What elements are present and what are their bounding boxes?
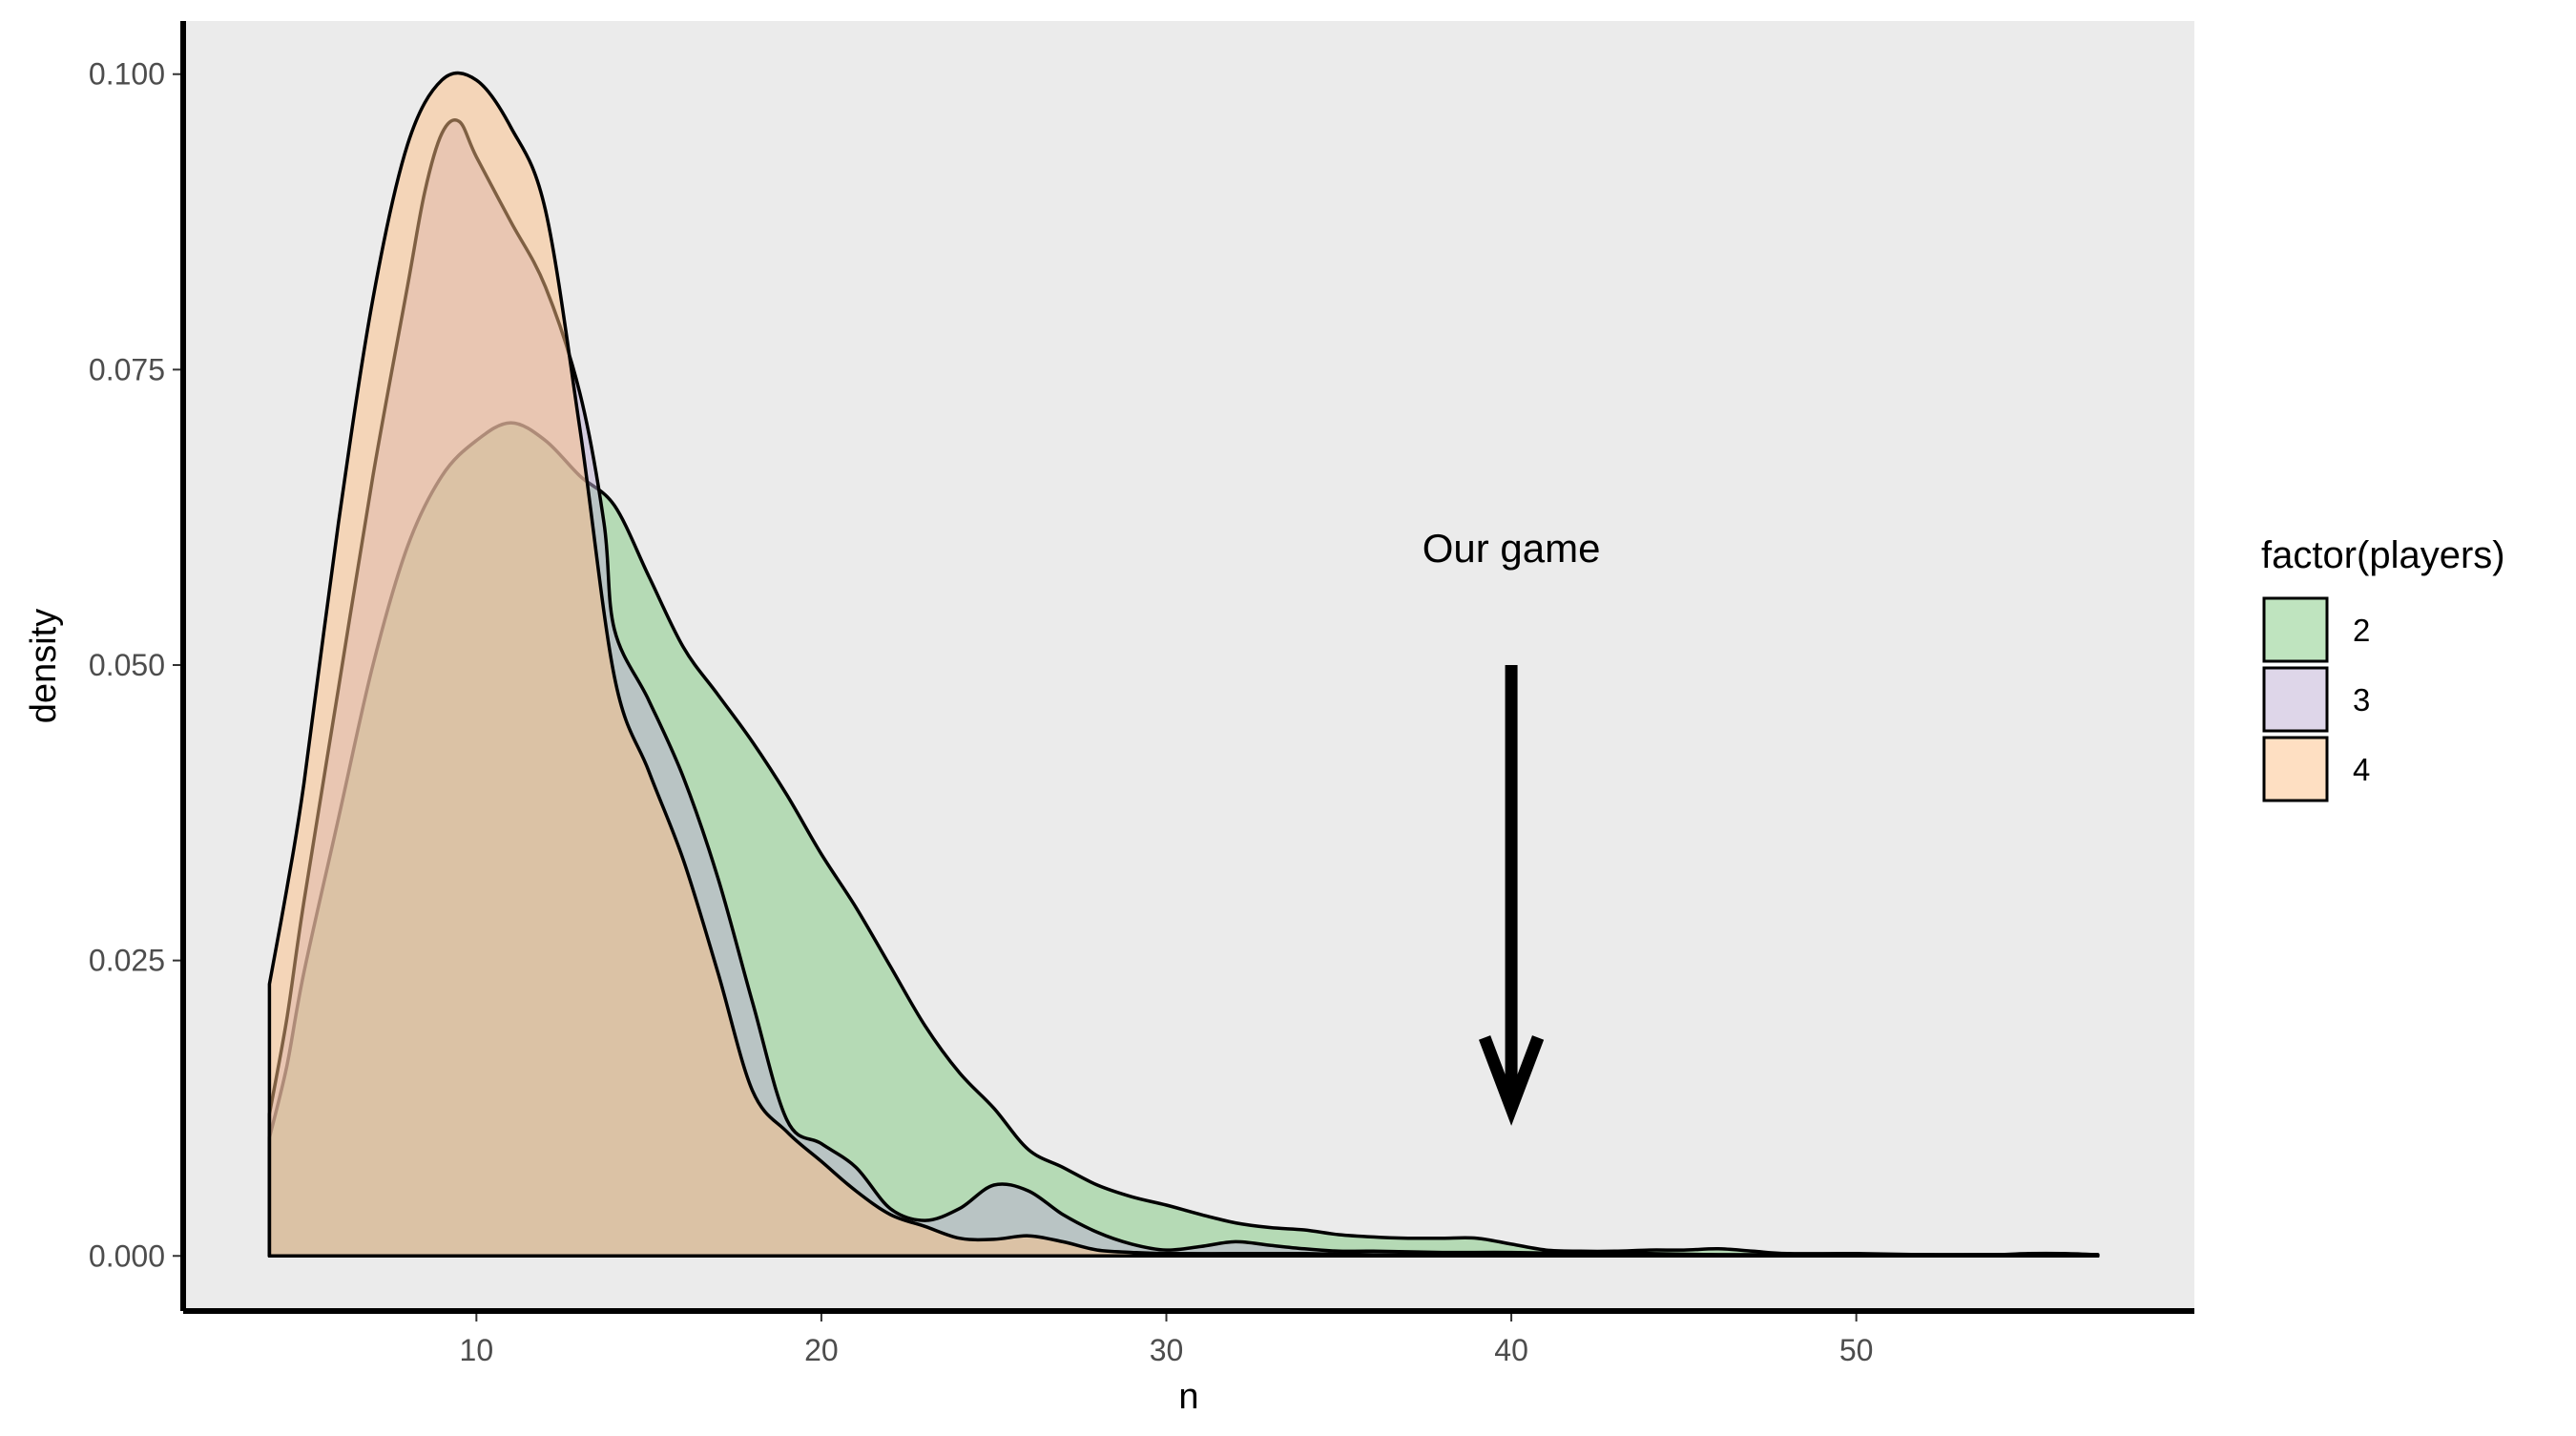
x-tick-label: 50 bbox=[1839, 1333, 1874, 1367]
x-axis-title: n bbox=[1178, 1377, 1198, 1417]
y-tick-label: 0.050 bbox=[89, 648, 165, 682]
annotation-text: Our game bbox=[1423, 526, 1601, 571]
legend-label-2: 2 bbox=[2353, 613, 2370, 648]
legend-label-4: 4 bbox=[2353, 752, 2370, 787]
y-axis-ticks: 0.000 0.025 0.050 0.075 0.100 bbox=[89, 57, 180, 1273]
legend-title: factor(players) bbox=[2261, 534, 2505, 576]
x-tick-label: 20 bbox=[804, 1333, 839, 1367]
y-tick-label: 0.100 bbox=[89, 57, 165, 92]
annotation: Our game bbox=[1423, 526, 1601, 1126]
x-axis-ticks: 10 20 30 40 50 bbox=[460, 1314, 1874, 1367]
annotation-arrow-head bbox=[1478, 1035, 1545, 1126]
density-series-layer bbox=[267, 71, 2100, 1259]
x-tick-label: 40 bbox=[1494, 1333, 1528, 1367]
density-area-4 bbox=[267, 71, 2100, 1259]
legend-entries: 2 3 4 bbox=[2262, 596, 2370, 802]
legend-key-2 bbox=[2262, 596, 2329, 663]
legend-key-4 bbox=[2262, 736, 2329, 802]
x-tick-label: 30 bbox=[1150, 1333, 1184, 1367]
x-tick-label: 10 bbox=[460, 1333, 494, 1367]
y-tick-label: 0.000 bbox=[89, 1238, 165, 1273]
legend-label-3: 3 bbox=[2353, 682, 2370, 718]
legend-key-3 bbox=[2262, 666, 2329, 733]
legend: factor(players) 2 3 4 bbox=[2261, 534, 2505, 802]
y-tick-label: 0.075 bbox=[89, 352, 165, 386]
y-axis-title: density bbox=[24, 609, 64, 723]
y-tick-label: 0.025 bbox=[89, 944, 165, 978]
